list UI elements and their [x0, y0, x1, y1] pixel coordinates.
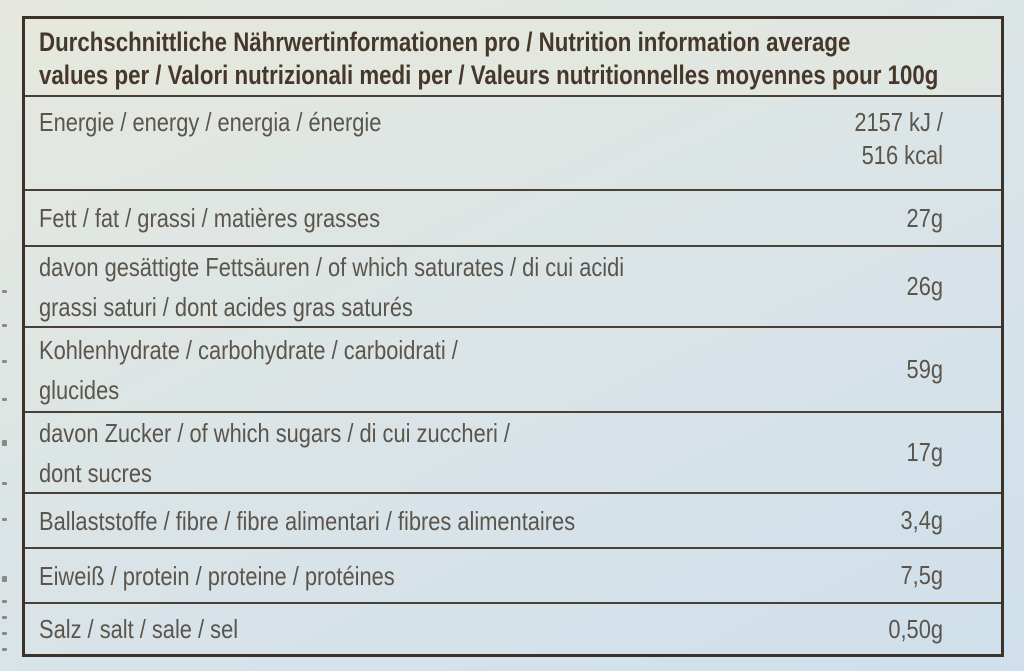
row-value: 59g: [906, 354, 943, 384]
table-row-saturates: davon gesättigte Fettsäuren / of which s…: [25, 247, 1001, 328]
header-line-1: Durchschnittliche Nährwertinformationen …: [39, 27, 851, 57]
table-row-fibre: Ballaststoffe / fibre / fibre alimentari…: [25, 494, 1001, 549]
table-header-row: Durchschnittliche Nährwertinformationen …: [25, 19, 1001, 97]
row-label: Kohlenhydrate / carbohydrate / carboidra…: [39, 334, 458, 405]
row-label: davon gesättigte Fettsäuren / of which s…: [39, 251, 625, 322]
row-value: 7,5g: [900, 560, 943, 590]
row-value: 27g: [906, 202, 943, 233]
table-row-protein: Eiweiß / protein / proteine / protéines …: [25, 549, 1001, 604]
table-row-fat: Fett / fat / grassi / matières grasses 2…: [25, 191, 1001, 247]
table-row-carbohydrate: Kohlenhydrate / carbohydrate / carboidra…: [25, 328, 1001, 413]
row-label: Salz / salt / sale / sel: [39, 614, 239, 644]
row-label: davon Zucker / of which sugars / di cui …: [39, 417, 510, 488]
table-row-salt: Salz / salt / sale / sel 0,50g: [25, 604, 1001, 654]
row-value: 2157 kJ / 516 kcal: [854, 107, 943, 170]
header-line-2: values per / Valori nutrizionali medi pe…: [39, 60, 939, 90]
row-value: 17g: [906, 437, 943, 467]
row-label: Energie / energy / energia / énergie: [39, 107, 382, 137]
row-value: 3,4g: [900, 505, 943, 535]
row-label: Eiweiß / protein / proteine / protéines: [39, 560, 395, 591]
row-value: 26g: [906, 271, 943, 301]
package-edge-print-marks: [0, 290, 10, 665]
row-label: Fett / fat / grassi / matières grasses: [39, 203, 381, 233]
row-label: Ballaststoffe / fibre / fibre alimentari…: [39, 505, 576, 536]
row-value: 0,50g: [888, 613, 943, 644]
table-row-sugars: davon Zucker / of which sugars / di cui …: [25, 413, 1001, 494]
table-row-energy: Energie / energy / energia / énergie 215…: [25, 97, 1001, 191]
table-header-text: Durchschnittliche Nährwertinformationen …: [39, 26, 1024, 92]
nutrition-table: Durchschnittliche Nährwertinformationen …: [22, 16, 1004, 657]
